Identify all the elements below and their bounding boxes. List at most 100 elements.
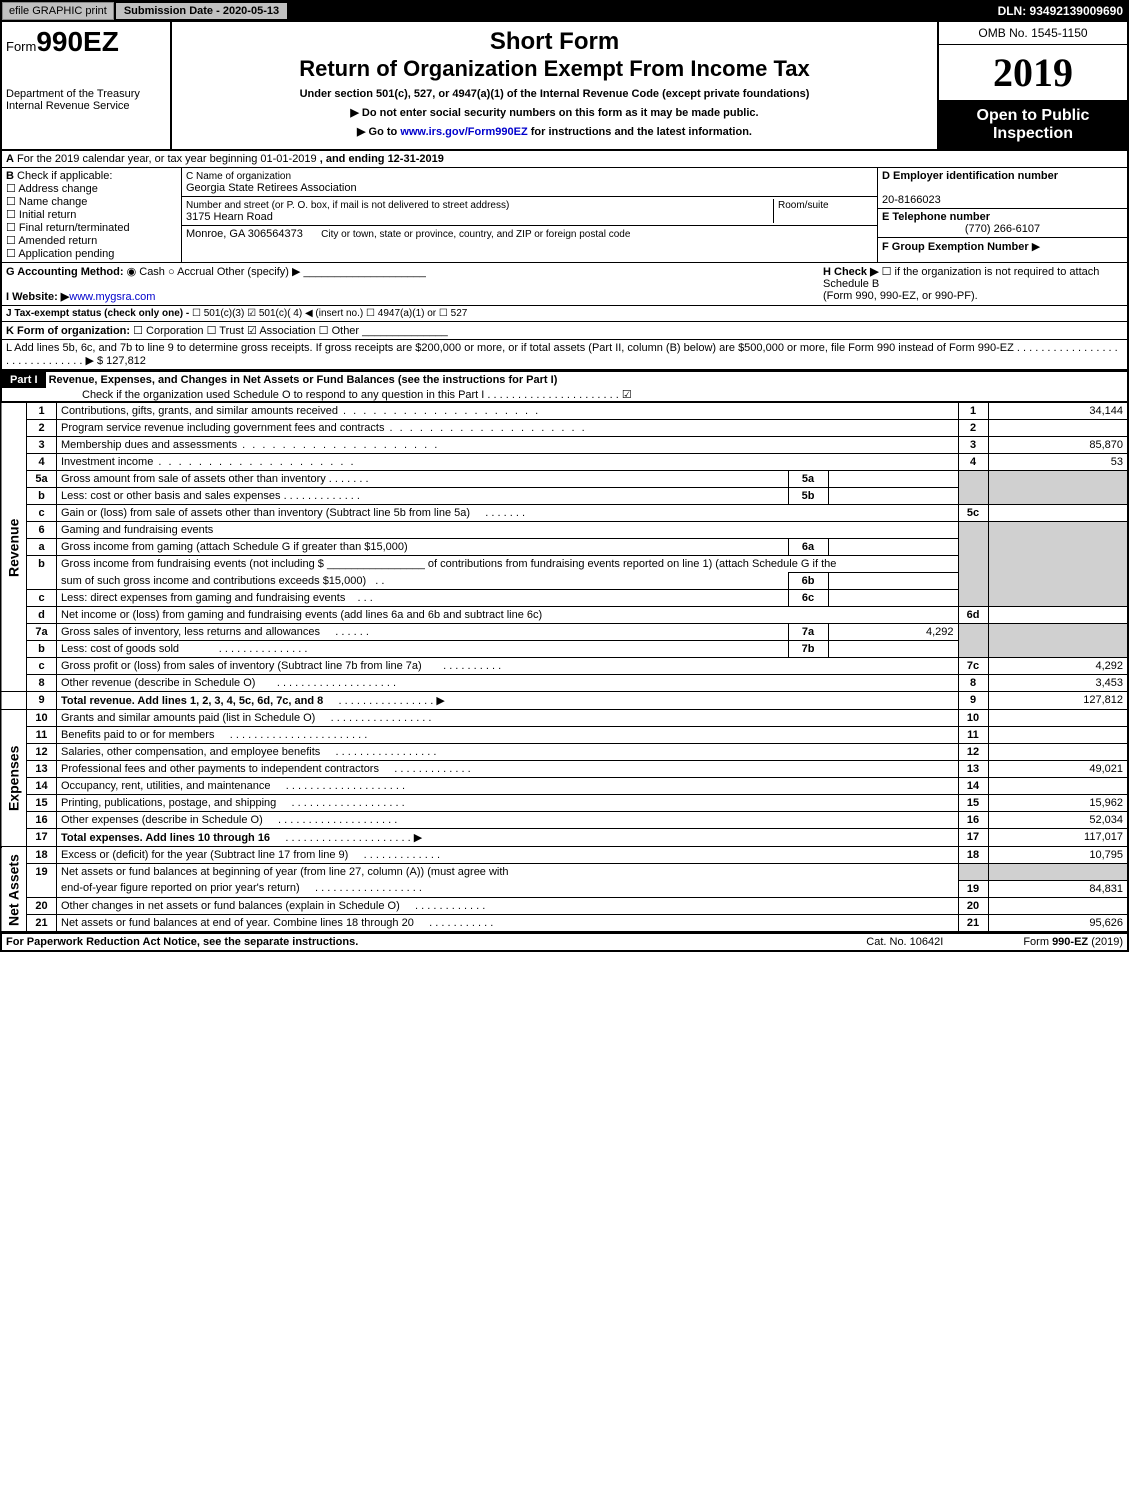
n10: 10 bbox=[27, 710, 57, 727]
s6a: 6a bbox=[788, 539, 828, 556]
line-a-ending: , and ending 12-31-2019 bbox=[320, 153, 444, 165]
e-lbl: E Telephone number bbox=[882, 211, 990, 223]
t13: Professional fees and other payments to … bbox=[61, 763, 379, 775]
v1: 34,144 bbox=[988, 403, 1128, 420]
v3: 85,870 bbox=[988, 437, 1128, 454]
k-trust[interactable]: Trust bbox=[219, 325, 244, 337]
n19: 19 bbox=[27, 864, 57, 898]
n7c: c bbox=[27, 658, 57, 675]
v21: 95,626 bbox=[988, 914, 1128, 932]
rn4: 4 bbox=[958, 454, 988, 471]
v14 bbox=[988, 778, 1128, 795]
v20 bbox=[988, 897, 1128, 914]
cb-initial[interactable]: Initial return bbox=[6, 209, 76, 221]
rn15: 15 bbox=[958, 795, 988, 812]
rn6d: 6d bbox=[958, 607, 988, 624]
cb-amended[interactable]: Amended return bbox=[6, 235, 97, 247]
cb-address[interactable]: Address change bbox=[6, 183, 98, 195]
t7a: Gross sales of inventory, less returns a… bbox=[61, 626, 320, 638]
t7c: Gross profit or (loss) from sales of inv… bbox=[61, 660, 422, 672]
line-gh: G Accounting Method: Cash Accrual Other … bbox=[0, 263, 1129, 306]
s5b: 5b bbox=[788, 488, 828, 505]
s6b: 6b bbox=[788, 573, 828, 590]
n12: 12 bbox=[27, 744, 57, 761]
t15: Printing, publications, postage, and shi… bbox=[61, 797, 276, 809]
t17: Total expenses. Add lines 10 through 16 bbox=[61, 832, 270, 844]
t4: Investment income bbox=[61, 456, 356, 468]
b-label: Check if applicable: bbox=[17, 170, 112, 182]
t5c: Gain or (loss) from sale of assets other… bbox=[61, 507, 470, 519]
rn19: 19 bbox=[958, 880, 988, 897]
n13: 13 bbox=[27, 761, 57, 778]
l-amt: ▶ $ 127,812 bbox=[85, 355, 145, 367]
n6b: b bbox=[27, 556, 57, 590]
v16: 52,034 bbox=[988, 812, 1128, 829]
line-a-text: For the 2019 calendar year, or tax year … bbox=[17, 153, 317, 165]
rn13: 13 bbox=[958, 761, 988, 778]
j-d[interactable]: 527 bbox=[451, 308, 468, 319]
k-other[interactable]: Other bbox=[332, 325, 360, 337]
n5a: 5a bbox=[27, 471, 57, 488]
website-link[interactable]: www.mygsra.com bbox=[69, 291, 155, 303]
section-bcdef: B Check if applicable: Address change Na… bbox=[0, 168, 1129, 263]
section-c: C Name of organization Georgia State Ret… bbox=[182, 168, 877, 262]
n1: 1 bbox=[27, 403, 57, 420]
rn14: 14 bbox=[958, 778, 988, 795]
efile-btn[interactable]: efile GRAPHIC print bbox=[2, 2, 114, 20]
rn12: 12 bbox=[958, 744, 988, 761]
n4: 4 bbox=[27, 454, 57, 471]
t10: Grants and similar amounts paid (list in… bbox=[61, 712, 315, 724]
return-title: Return of Organization Exempt From Incom… bbox=[178, 56, 931, 82]
section-b: B Check if applicable: Address change Na… bbox=[2, 168, 182, 262]
n16: 16 bbox=[27, 812, 57, 829]
s5a: 5a bbox=[788, 471, 828, 488]
n6d: d bbox=[27, 607, 57, 624]
c-name-lbl: C Name of organization bbox=[186, 171, 291, 182]
cb-final[interactable]: Final return/terminated bbox=[6, 222, 130, 234]
v9: 127,812 bbox=[988, 692, 1128, 710]
k-lbl: K Form of organization: bbox=[6, 325, 130, 337]
org-addr: 3175 Hearn Road bbox=[186, 211, 273, 223]
t18: Excess or (deficit) for the year (Subtra… bbox=[61, 849, 348, 861]
dln: DLN: 93492139009690 bbox=[998, 4, 1129, 18]
rn2: 2 bbox=[958, 420, 988, 437]
t7b: Less: cost of goods sold bbox=[61, 643, 179, 655]
k-corp[interactable]: Corporation bbox=[146, 325, 203, 337]
irs-label: Internal Revenue Service bbox=[6, 100, 166, 112]
t14: Occupancy, rent, utilities, and maintena… bbox=[61, 780, 271, 792]
n3: 3 bbox=[27, 437, 57, 454]
j-c[interactable]: 4947(a)(1) or bbox=[378, 308, 436, 319]
cb-name[interactable]: Name change bbox=[6, 196, 87, 208]
goto-line: ▶ Go to www.irs.gov/Form990EZ for instru… bbox=[178, 125, 931, 138]
form-number: Form990EZ bbox=[6, 26, 166, 58]
cb-pending[interactable]: Application pending bbox=[6, 248, 114, 260]
goto-post: for instructions and the latest informat… bbox=[528, 126, 752, 138]
k-assoc[interactable]: Association bbox=[259, 325, 315, 337]
n15: 15 bbox=[27, 795, 57, 812]
n21: 21 bbox=[27, 914, 57, 932]
v7c: 4,292 bbox=[988, 658, 1128, 675]
g-cash[interactable]: Cash bbox=[127, 266, 165, 278]
j-b[interactable]: 501(c)( 4) ◀ (insert no.) bbox=[259, 308, 363, 319]
sv7a: 4,292 bbox=[828, 624, 958, 641]
t5b: Less: cost or other basis and sales expe… bbox=[61, 490, 281, 502]
c-city-lbl: City or town, state or province, country… bbox=[321, 229, 630, 240]
rn5c: 5c bbox=[958, 505, 988, 522]
t16: Other expenses (describe in Schedule O) bbox=[61, 814, 263, 826]
section-d: D Employer identification number 20-8166… bbox=[877, 168, 1127, 262]
goto-pre: Go to bbox=[369, 126, 401, 138]
g-lbl: G Accounting Method: bbox=[6, 266, 124, 278]
t6d: Net income or (loss) from gaming and fun… bbox=[57, 607, 959, 624]
n20: 20 bbox=[27, 897, 57, 914]
j-a[interactable]: 501(c)(3) bbox=[204, 308, 245, 319]
short-form-title: Short Form bbox=[178, 28, 931, 56]
v18: 10,795 bbox=[988, 847, 1128, 864]
room-lbl: Room/suite bbox=[778, 200, 829, 211]
t19b: end-of-year figure reported on prior yea… bbox=[61, 882, 300, 894]
s7a: 7a bbox=[788, 624, 828, 641]
j-lbl: J Tax-exempt status (check only one) - bbox=[6, 308, 192, 319]
goto-link[interactable]: www.irs.gov/Form990EZ bbox=[400, 126, 527, 138]
t6: Gaming and fundraising events bbox=[57, 522, 959, 539]
t6a: Gross income from gaming (attach Schedul… bbox=[57, 539, 789, 556]
g-accrual[interactable]: Accrual bbox=[168, 266, 214, 278]
